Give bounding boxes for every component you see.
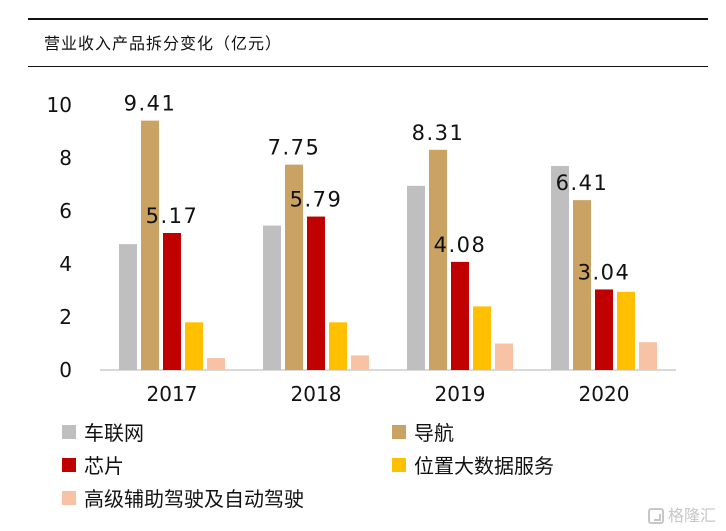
bar-位置大数据服务-2018 [329, 322, 347, 370]
bar-位置大数据服务-2020 [617, 291, 635, 370]
watermark: 格隆汇 [647, 506, 716, 525]
bar-芯片-2018 [307, 216, 325, 370]
y-tick-label-10: 10 [47, 93, 72, 117]
data-label-芯片-2018: 5.79 [290, 188, 343, 212]
legend-label-导航: 导航 [414, 421, 454, 445]
bar-位置大数据服务-2019 [473, 306, 491, 370]
legend-label-高级辅助驾驶及自动驾驶: 高级辅助驾驶及自动驾驶 [84, 487, 304, 511]
data-label-芯片-2019: 4.08 [434, 233, 487, 257]
bar-导航-2019 [429, 149, 447, 370]
bar-导航-2017 [141, 120, 159, 370]
bar-高级辅助驾驶及自动驾驶-2017 [207, 358, 225, 370]
data-label-芯片-2020: 3.04 [578, 260, 631, 284]
bar-车联网-2019 [407, 185, 425, 370]
legend-label-芯片: 芯片 [84, 454, 124, 478]
bar-导航-2018 [285, 164, 303, 370]
bar-车联网-2017 [119, 244, 137, 370]
legend-swatch-位置大数据服务 [392, 458, 406, 472]
bar-芯片-2019 [451, 261, 469, 370]
bar-芯片-2020 [595, 289, 613, 370]
y-tick-label-0: 0 [59, 358, 72, 382]
bar-位置大数据服务-2017 [185, 322, 203, 370]
legend-label-车联网: 车联网 [84, 421, 144, 445]
x-tick-label-2019: 2019 [435, 382, 486, 406]
bar-芯片-2017 [163, 232, 181, 370]
data-label-导航-2017: 9.41 [124, 92, 177, 116]
bar-高级辅助驾驶及自动驾驶-2020 [639, 342, 657, 370]
x-tick-label-2017: 2017 [147, 382, 198, 406]
data-label-导航-2020: 6.41 [556, 171, 609, 195]
y-tick-label-2: 2 [59, 305, 72, 329]
bar-车联网-2020 [551, 165, 569, 370]
legend-swatch-高级辅助驾驶及自动驾驶 [62, 491, 76, 505]
x-tick-label-2018: 2018 [291, 382, 342, 406]
legend-swatch-导航 [392, 425, 406, 439]
header-top-rule [28, 18, 708, 20]
y-tick-label-8: 8 [59, 146, 72, 170]
y-tick-label-4: 4 [59, 252, 72, 276]
legend-label-位置大数据服务: 位置大数据服务 [414, 454, 554, 478]
data-label-导航-2019: 8.31 [412, 121, 465, 145]
bar-导航-2020 [573, 200, 591, 370]
chart-title: 营业收入产品拆分变化（亿元） [44, 34, 283, 53]
watermark-logo-icon [647, 508, 664, 524]
data-label-导航-2018: 7.75 [268, 136, 321, 160]
y-tick-label-6: 6 [59, 199, 72, 223]
legend-swatch-车联网 [62, 425, 76, 439]
data-label-芯片-2017: 5.17 [146, 204, 199, 228]
x-tick-label-2020: 2020 [579, 382, 630, 406]
legend-swatch-芯片 [62, 458, 76, 472]
bar-高级辅助驾驶及自动驾驶-2018 [351, 355, 369, 370]
bar-车联网-2018 [263, 225, 281, 370]
bar-高级辅助驾驶及自动驾驶-2019 [495, 343, 513, 370]
watermark-label: 格隆汇 [667, 506, 716, 525]
header-bottom-rule [28, 66, 708, 67]
